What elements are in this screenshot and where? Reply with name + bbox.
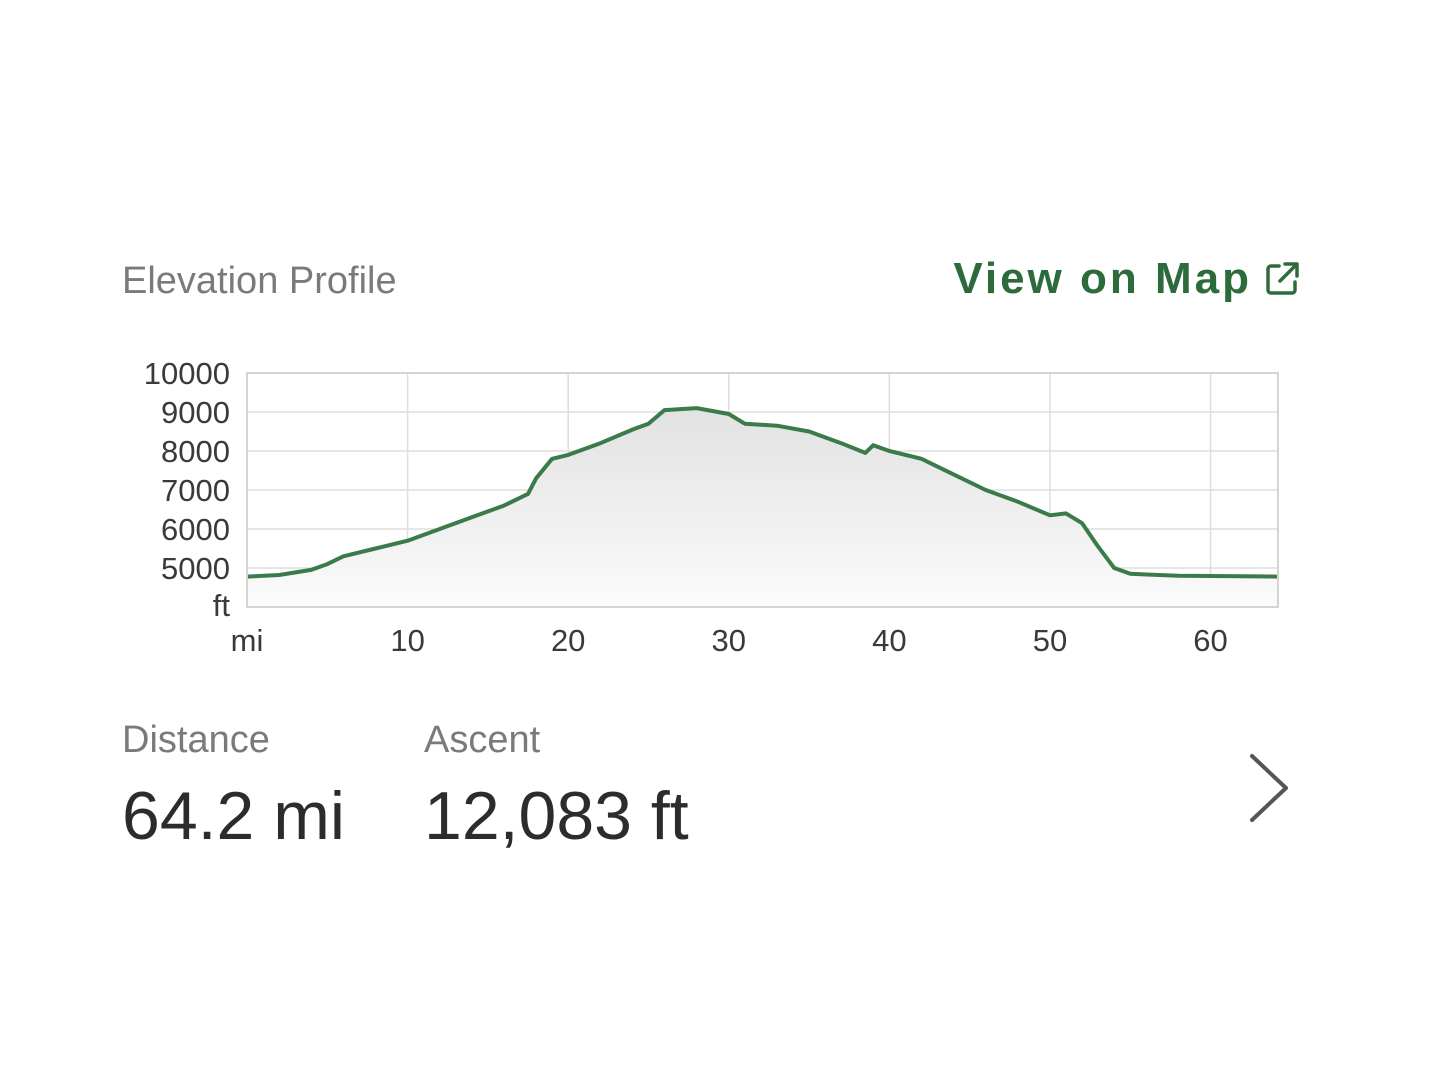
- x-tick-label: 60: [1193, 623, 1227, 658]
- y-tick-label: 10000: [144, 356, 230, 391]
- external-link-icon: [1262, 259, 1302, 299]
- y-tick-label: 9000: [161, 395, 230, 430]
- view-on-map-link[interactable]: View on Map: [953, 254, 1302, 304]
- section-title: Elevation Profile: [122, 260, 397, 302]
- x-axis-unit-label: mi: [231, 623, 264, 658]
- x-tick-label: 10: [390, 623, 424, 658]
- ascent-stat: Ascent 12,083 ft: [424, 715, 689, 861]
- distance-label: Distance: [122, 719, 270, 761]
- x-tick-label: 50: [1033, 623, 1067, 658]
- y-axis-labels: 5000 6000 7000 8000 9000 10000: [144, 356, 230, 586]
- x-axis-labels: 10 20 30 40 50 60: [390, 623, 1227, 658]
- y-tick-label: 6000: [161, 512, 230, 547]
- chevron-right-icon[interactable]: [1244, 752, 1294, 824]
- elevation-area: [247, 408, 1278, 607]
- x-tick-label: 20: [551, 623, 585, 658]
- view-on-map-label: View on Map: [953, 254, 1252, 303]
- y-tick-label: 8000: [161, 434, 230, 469]
- elevation-chart-svg: 5000 6000 7000 8000 9000 10000 10 20 30 40 50 60 f…: [144, 356, 1279, 658]
- x-tick-label: 30: [712, 623, 746, 658]
- x-tick-label: 40: [872, 623, 906, 658]
- y-axis-unit-label: ft: [213, 588, 231, 623]
- route-stats: Distance 64.2 mi Ascent 12,083 ft: [122, 715, 689, 861]
- y-tick-label: 5000: [161, 551, 230, 586]
- plot-frame: [246, 372, 1279, 608]
- distance-stat: Distance 64.2 mi: [122, 715, 424, 861]
- elevation-line: [246, 406, 1279, 579]
- y-tick-label: 7000: [161, 473, 230, 508]
- distance-value: 64.2 mi: [122, 778, 345, 854]
- ascent-label: Ascent: [424, 719, 541, 761]
- ascent-value: 12,083 ft: [424, 778, 689, 854]
- elevation-chart: 5000 6000 7000 8000 9000 10000 10 20 30 40 50 60 f…: [120, 350, 1300, 670]
